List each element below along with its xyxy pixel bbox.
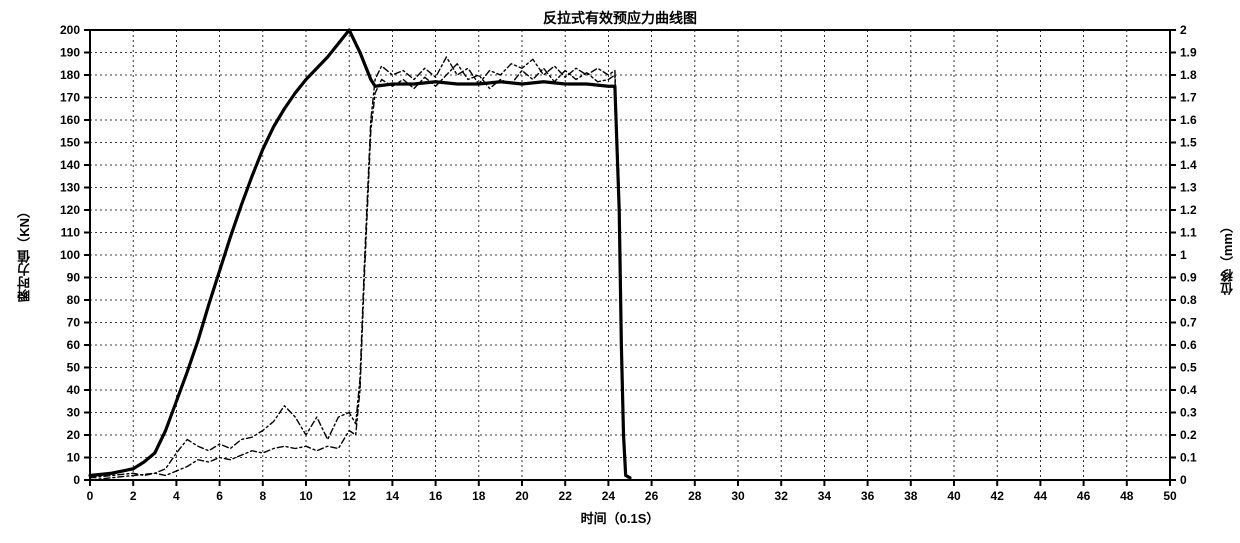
ytick-right-label: 1.6 bbox=[1180, 113, 1197, 127]
xtick-label: 42 bbox=[991, 489, 1005, 503]
xtick-label: 44 bbox=[1034, 489, 1048, 503]
xtick-label: 14 bbox=[386, 489, 400, 503]
ytick-right-label: 1.2 bbox=[1180, 203, 1197, 217]
ytick-right-label: 0.6 bbox=[1180, 338, 1197, 352]
grid bbox=[90, 30, 1170, 480]
ytick-left-label: 200 bbox=[60, 23, 80, 37]
ytick-right-label: 1 bbox=[1180, 248, 1187, 262]
xtick-label: 24 bbox=[602, 489, 616, 503]
xtick-label: 18 bbox=[472, 489, 486, 503]
ytick-right-label: 0.7 bbox=[1180, 316, 1197, 330]
ytick-left-label: 150 bbox=[60, 136, 80, 150]
xtick-label: 20 bbox=[515, 489, 529, 503]
ytick-right-label: 0.1 bbox=[1180, 451, 1197, 465]
ticks: 0246810121416182022242628303234363840424… bbox=[60, 23, 1197, 503]
xtick-label: 32 bbox=[775, 489, 789, 503]
ytick-right-label: 2 bbox=[1180, 23, 1187, 37]
xtick-label: 12 bbox=[343, 489, 357, 503]
ytick-left-label: 120 bbox=[60, 203, 80, 217]
ytick-left-label: 160 bbox=[60, 113, 80, 127]
ytick-right-label: 0.9 bbox=[1180, 271, 1197, 285]
ytick-left-label: 50 bbox=[67, 361, 81, 375]
ytick-left-label: 20 bbox=[67, 428, 81, 442]
xtick-label: 48 bbox=[1120, 489, 1134, 503]
ytick-right-label: 1.9 bbox=[1180, 46, 1197, 60]
xtick-label: 0 bbox=[87, 489, 94, 503]
ytick-left-label: 60 bbox=[67, 338, 81, 352]
ytick-right-label: 0 bbox=[1180, 473, 1187, 487]
ytick-right-label: 1.3 bbox=[1180, 181, 1197, 195]
ytick-right-label: 0.8 bbox=[1180, 293, 1197, 307]
xtick-label: 34 bbox=[818, 489, 832, 503]
ytick-left-label: 140 bbox=[60, 158, 80, 172]
ytick-left-label: 100 bbox=[60, 248, 80, 262]
ytick-left-label: 70 bbox=[67, 316, 81, 330]
ytick-left-label: 180 bbox=[60, 68, 80, 82]
ytick-left-label: 0 bbox=[73, 473, 80, 487]
xtick-label: 30 bbox=[731, 489, 745, 503]
xtick-label: 28 bbox=[688, 489, 702, 503]
xtick-label: 10 bbox=[299, 489, 313, 503]
ytick-left-label: 130 bbox=[60, 181, 80, 195]
xtick-label: 40 bbox=[947, 489, 961, 503]
ytick-left-label: 80 bbox=[67, 293, 81, 307]
xtick-label: 38 bbox=[904, 489, 918, 503]
ytick-right-label: 1.4 bbox=[1180, 158, 1197, 172]
ytick-left-label: 170 bbox=[60, 91, 80, 105]
chart-plot-area: 0246810121416182022242628303234363840424… bbox=[0, 0, 1240, 543]
xtick-label: 2 bbox=[130, 489, 137, 503]
ytick-right-label: 1.8 bbox=[1180, 68, 1197, 82]
ytick-left-label: 110 bbox=[61, 226, 81, 240]
xtick-label: 46 bbox=[1077, 489, 1091, 503]
xtick-label: 6 bbox=[216, 489, 223, 503]
xtick-label: 22 bbox=[559, 489, 573, 503]
ytick-left-label: 10 bbox=[67, 451, 81, 465]
xtick-label: 26 bbox=[645, 489, 659, 503]
ytick-left-label: 40 bbox=[67, 383, 81, 397]
ytick-right-label: 0.4 bbox=[1180, 383, 1197, 397]
ytick-left-label: 30 bbox=[67, 406, 81, 420]
ytick-right-label: 1.5 bbox=[1180, 136, 1197, 150]
ytick-right-label: 0.5 bbox=[1180, 361, 1197, 375]
xtick-label: 36 bbox=[861, 489, 875, 503]
ytick-left-label: 90 bbox=[67, 271, 81, 285]
xtick-label: 8 bbox=[259, 489, 266, 503]
ytick-left-label: 190 bbox=[60, 46, 80, 60]
xtick-label: 50 bbox=[1163, 489, 1177, 503]
ytick-right-label: 1.7 bbox=[1180, 91, 1197, 105]
ytick-right-label: 0.3 bbox=[1180, 406, 1197, 420]
xtick-label: 16 bbox=[429, 489, 443, 503]
ytick-right-label: 1.1 bbox=[1180, 226, 1197, 240]
xtick-label: 4 bbox=[173, 489, 180, 503]
ytick-right-label: 0.2 bbox=[1180, 428, 1197, 442]
